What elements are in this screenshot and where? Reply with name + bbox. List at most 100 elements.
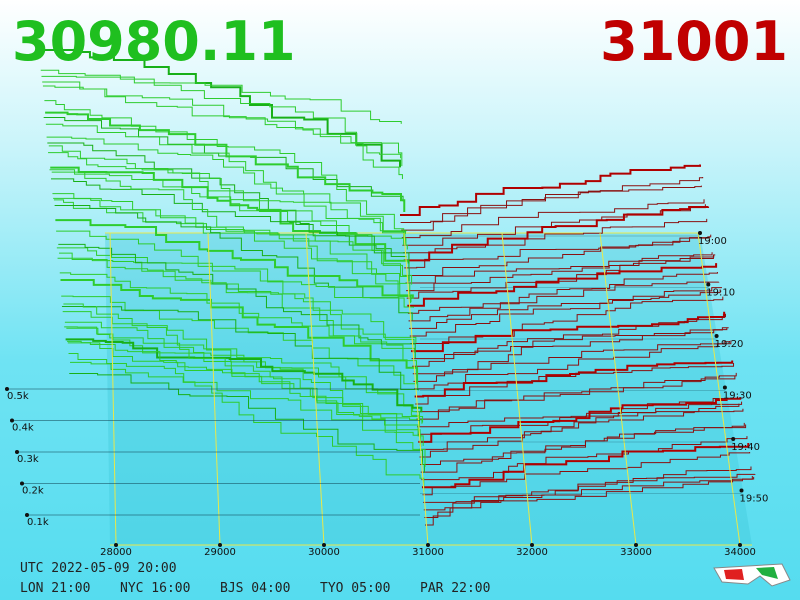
ask-depth-line <box>407 263 718 307</box>
volume-tick <box>15 450 19 454</box>
bid-price: 30980.11 <box>12 10 296 73</box>
ask-depth-line <box>409 289 721 329</box>
time-tick-label: 19:00 <box>698 236 727 247</box>
bid-depth-line <box>40 69 402 159</box>
volume-tick-label: 0.3k <box>17 454 39 465</box>
volume-tick <box>10 418 14 423</box>
time-tick-label: 19:30 <box>723 391 752 402</box>
time-tick-label: 19:10 <box>706 288 735 299</box>
bid-depth-line <box>60 278 419 384</box>
3d-glasses-icon[interactable] <box>713 563 791 587</box>
ask-depth-line <box>413 340 731 382</box>
ask-depth-line <box>408 281 720 322</box>
timezone-label: BJS 04:00 <box>220 581 290 596</box>
ask-depth-line <box>400 164 701 216</box>
price-tick-label: 32000 <box>516 547 548 558</box>
bid-depth-line <box>56 247 415 345</box>
volume-tick-label: 0.5k <box>7 391 29 402</box>
bid-depth-line <box>55 219 414 299</box>
bid-depth-line <box>62 311 420 434</box>
ask-depth-line <box>412 327 729 375</box>
ask-depth-line <box>423 475 753 511</box>
ask-depth-line <box>403 218 708 254</box>
ask-price: 31001 <box>600 10 788 73</box>
ask-depth-line <box>407 272 718 314</box>
bid-depth-line <box>42 85 403 179</box>
ask-depth-line <box>401 199 705 239</box>
bid-depth-line <box>58 243 416 358</box>
ask-depth-line <box>403 206 710 262</box>
volume-tick-label: 0.4k <box>12 423 34 434</box>
volume-tick-label: 0.2k <box>22 486 44 497</box>
price-tick <box>426 543 430 547</box>
time-tick-label: 19:40 <box>731 442 760 453</box>
ask-depth-line <box>414 340 732 390</box>
bid-depth-line <box>48 152 408 232</box>
bid-depth-line <box>50 178 410 282</box>
bid-depth-line <box>66 327 423 424</box>
bid-depth-line <box>64 321 422 447</box>
price-tick-label: 31000 <box>412 547 444 558</box>
time-tick <box>714 334 719 338</box>
timezone-label: PAR 22:00 <box>420 581 490 596</box>
utc-time: UTC 2022-05-09 20:00 <box>20 561 177 576</box>
ask-depth-line <box>421 443 750 489</box>
ask-depth-line <box>414 360 734 398</box>
bid-depth-line <box>65 338 423 413</box>
price-grid-line <box>697 232 741 546</box>
ask-depth-line <box>406 254 714 292</box>
time-tick-label: 19:20 <box>715 339 744 350</box>
axes: 28000 29000 30000 31000 32000 33000 34000 0.1k 0… <box>5 231 768 558</box>
bid-depth-line <box>67 340 424 423</box>
ask-depth-line <box>421 436 748 481</box>
bid-depth-line <box>57 257 416 353</box>
red-lens <box>724 569 744 580</box>
price-tick-label: 28000 <box>100 547 132 558</box>
green-lens <box>756 567 778 579</box>
price-tick-label: 30000 <box>308 547 340 558</box>
ask-depth-line <box>420 424 747 473</box>
ask-depth-line <box>400 185 702 224</box>
bid-depth-line <box>67 342 424 446</box>
bid-depth-line <box>44 100 405 246</box>
bid-depth-line <box>41 75 402 124</box>
ask-depth-line <box>422 451 751 496</box>
bid-depth-line <box>61 305 419 391</box>
time-tick <box>706 282 711 287</box>
ask-depth-line <box>424 476 755 518</box>
ask-depth-line <box>404 236 710 269</box>
bid-depth-line <box>52 193 411 304</box>
bid-depth-line <box>59 272 417 369</box>
price-grid-line <box>599 232 637 546</box>
ask-depth-line <box>418 397 742 443</box>
bid-depth-line <box>42 81 403 167</box>
price-grid-line <box>501 232 533 546</box>
ask-depth-line <box>406 254 716 299</box>
ask-depth-line <box>409 287 722 337</box>
volume-tick <box>25 513 29 517</box>
time-tick <box>731 437 736 441</box>
price-tick-label: 29000 <box>204 547 236 558</box>
bid-depth-line <box>54 205 413 321</box>
bid-depth-line <box>45 123 406 245</box>
bid-depth-line <box>45 111 406 212</box>
volume-tick <box>20 481 24 486</box>
bid-depth-line <box>68 352 425 492</box>
time-tick <box>722 385 727 390</box>
time-tick <box>739 488 744 493</box>
ask-depth-line <box>415 375 736 413</box>
depth-lines <box>40 49 756 526</box>
ask-depth-line <box>411 313 726 360</box>
price-tick <box>738 543 742 547</box>
price-tick <box>634 543 638 547</box>
bid-depth-line <box>46 136 406 234</box>
volume-tick-label: 0.1k <box>27 517 49 528</box>
ask-depth-line <box>418 401 743 450</box>
time-tick-label: 19:50 <box>740 494 769 505</box>
price-tick-label: 33000 <box>620 547 652 558</box>
bid-depth-line <box>56 230 414 308</box>
price-tick <box>218 543 222 547</box>
bid-depth-line <box>50 166 410 264</box>
volume-tick <box>5 387 9 391</box>
